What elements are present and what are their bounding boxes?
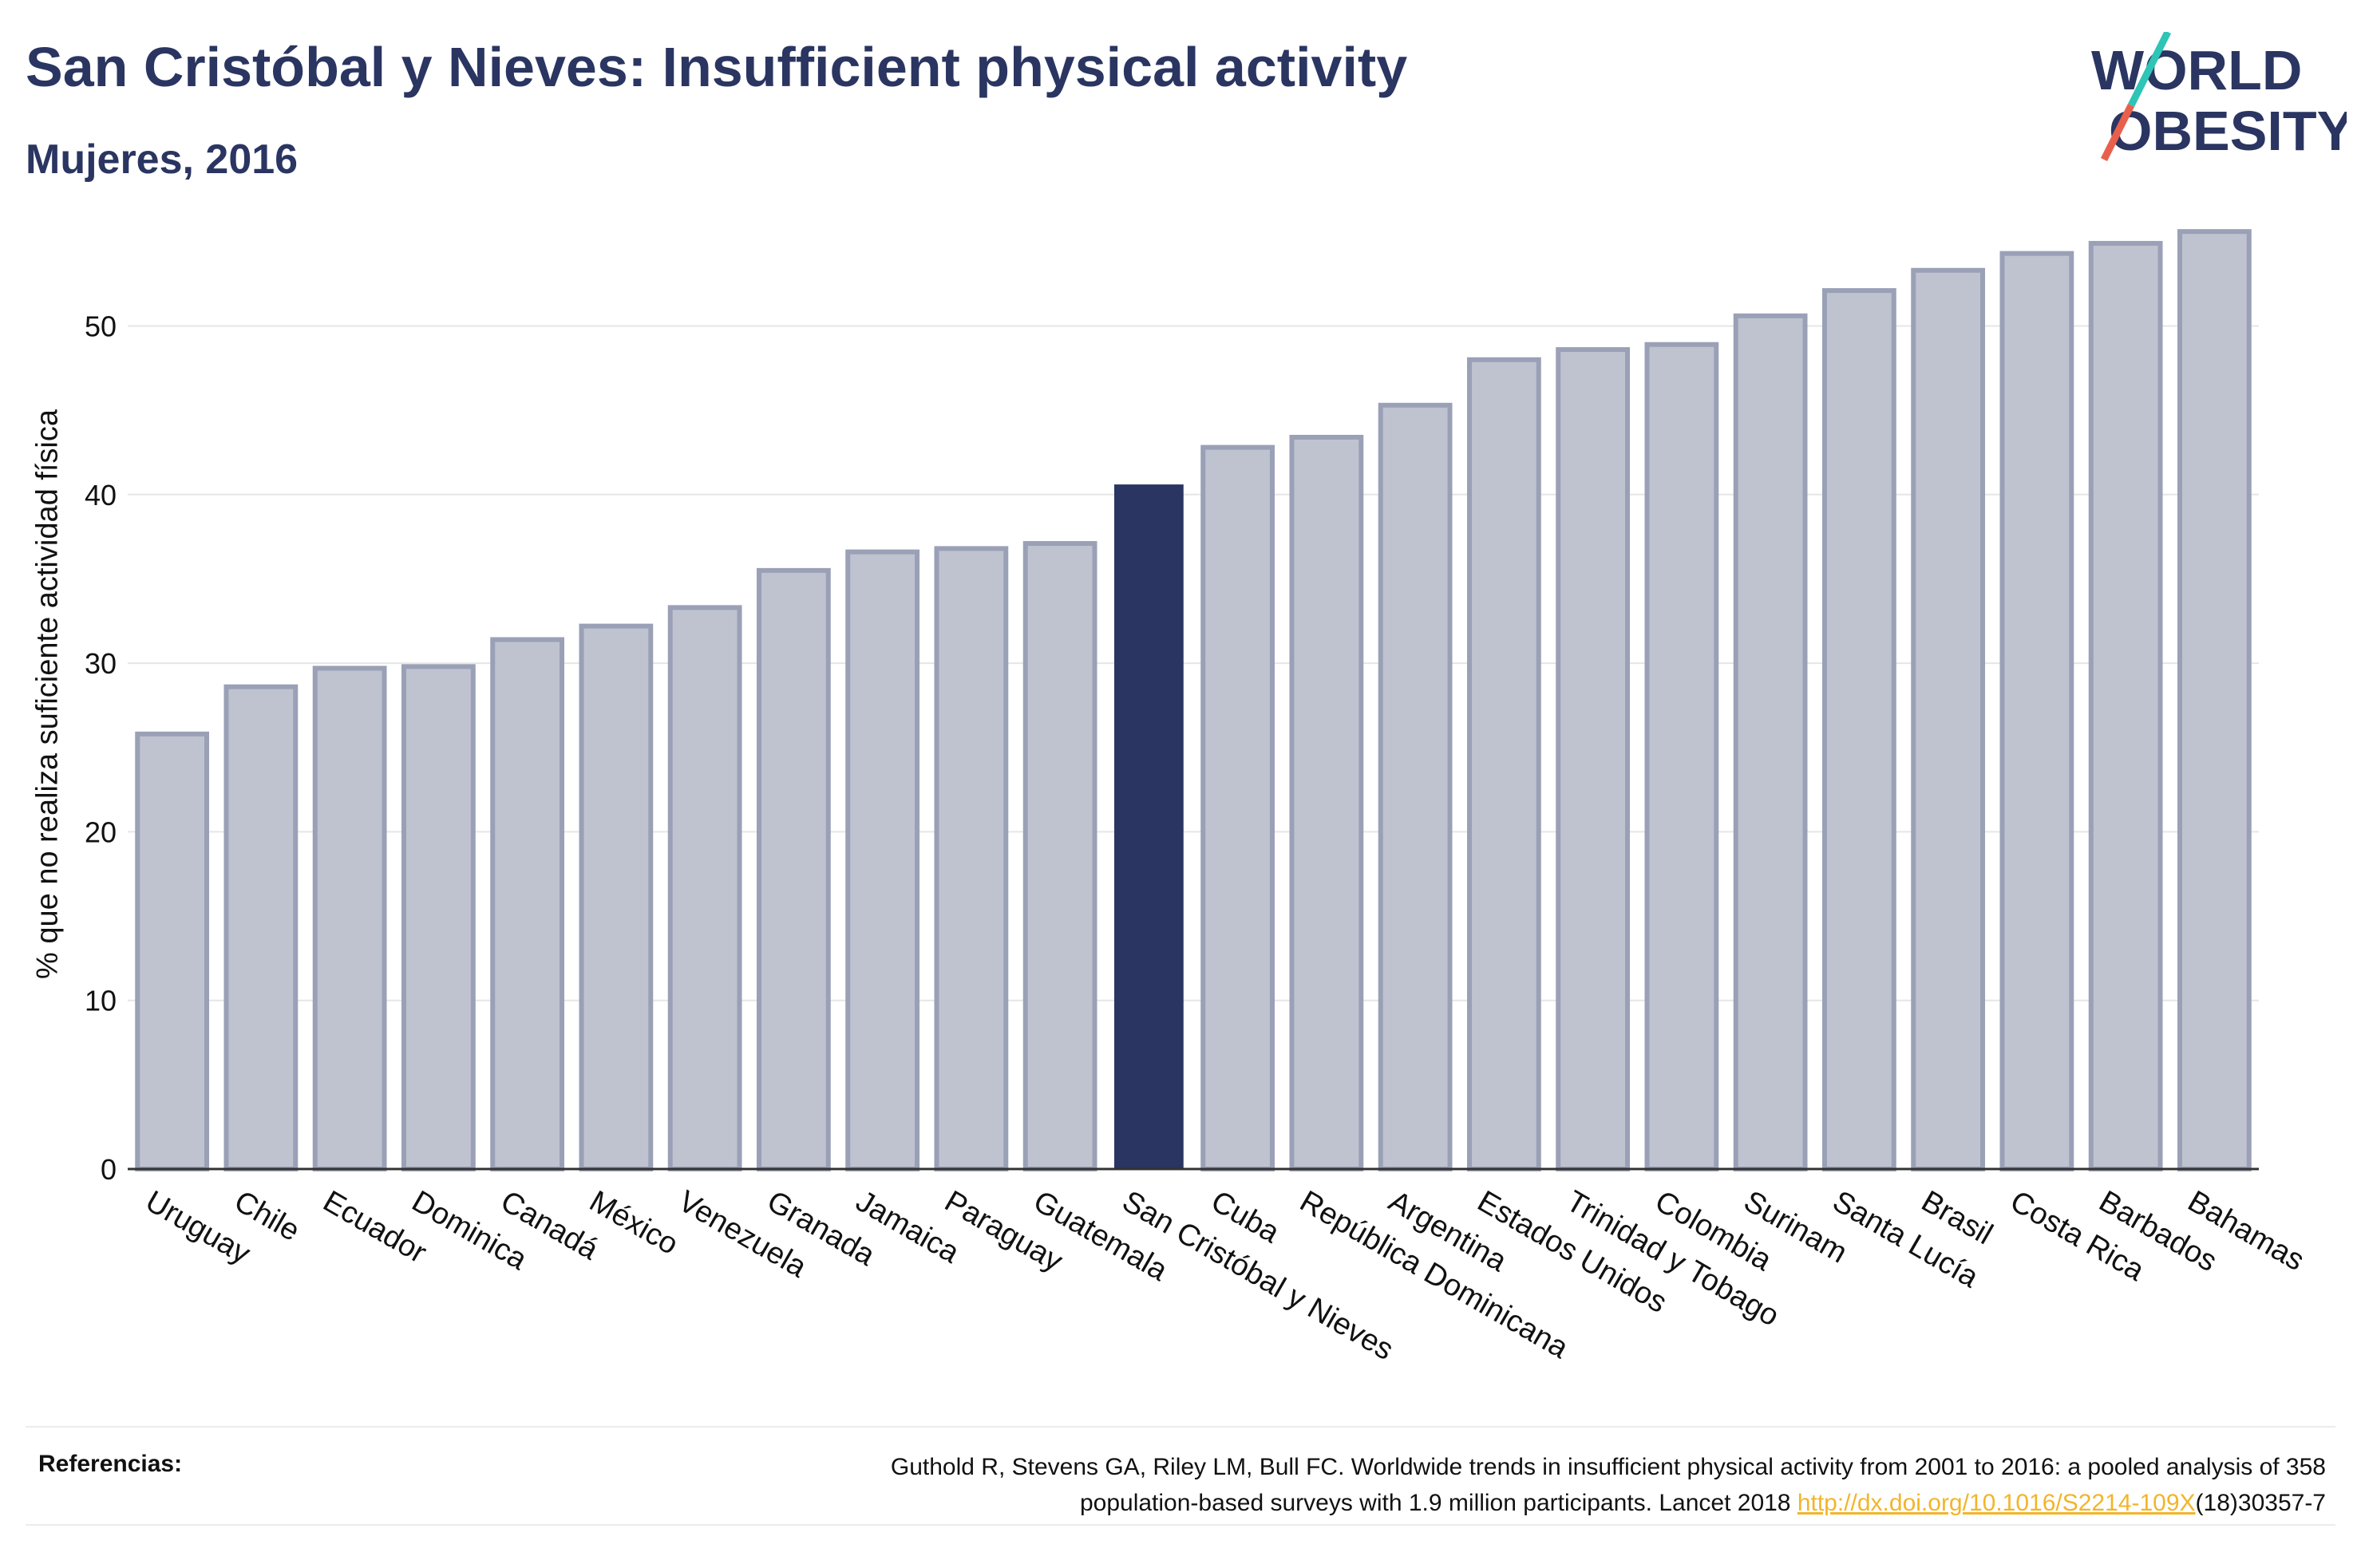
chart-title: San Cristóbal y Nieves: Insufficient phy… — [26, 36, 1408, 98]
references-label: Referencias: — [38, 1451, 183, 1477]
bar — [490, 637, 565, 1171]
bar — [223, 684, 299, 1171]
bar — [845, 549, 920, 1171]
bar — [1289, 434, 1364, 1171]
bar — [1733, 313, 1808, 1171]
logo-slash-teal — [2127, 32, 2172, 108]
bar — [579, 623, 654, 1171]
bar — [1200, 444, 1275, 1171]
bar — [1556, 347, 1631, 1171]
bar — [1466, 357, 1541, 1171]
references-text: Guthold R, Stevens GA, Riley LM, Bull FC… — [490, 1449, 2326, 1521]
footer-divider-bottom — [26, 1524, 2335, 1526]
bar — [401, 664, 476, 1171]
bar — [1644, 342, 1719, 1172]
bar-highlight — [1113, 484, 1184, 1169]
reference-doi-link[interactable]: http://dx.doi.org/10.1016/S2214-109X — [1797, 1490, 2196, 1516]
bar — [2177, 229, 2252, 1171]
logo-slash-coral — [2100, 103, 2135, 162]
bar — [1378, 402, 1453, 1171]
bar — [1821, 288, 1896, 1171]
logo-word-2: OBESITY — [2109, 100, 2347, 162]
y-tick-label: 0 — [101, 1153, 117, 1186]
bar — [1999, 251, 2074, 1171]
bar — [1911, 267, 1986, 1172]
y-tick-label: 50 — [85, 310, 117, 342]
bar — [667, 605, 742, 1171]
reference-line-1: Guthold R, Stevens GA, Riley LM, Bull FC… — [890, 1454, 2326, 1480]
x-tick-label: México — [583, 1184, 683, 1262]
bar — [934, 546, 1009, 1171]
bar — [756, 567, 831, 1171]
y-tick-label: 10 — [85, 985, 117, 1017]
chart-subtitle: Mujeres, 2016 — [26, 136, 299, 183]
world-obesity-logo: WORLD OBESITY — [2091, 32, 2347, 162]
footer-divider-top — [26, 1426, 2335, 1428]
reference-line-2: population-based surveys with 1.9 millio… — [1079, 1490, 1797, 1516]
y-axis-label: % que no realiza suficiente actividad fí… — [30, 409, 65, 979]
logo-word-1: WORLD — [2091, 39, 2302, 101]
bar — [135, 731, 210, 1171]
bar — [1022, 541, 1097, 1171]
bar — [2088, 240, 2163, 1172]
reference-line-3: (18)30357-7 — [2195, 1490, 2326, 1516]
y-tick-label: 40 — [85, 479, 117, 511]
bar — [312, 666, 387, 1171]
y-tick-label: 20 — [85, 816, 117, 848]
y-tick-label: 30 — [85, 647, 117, 680]
